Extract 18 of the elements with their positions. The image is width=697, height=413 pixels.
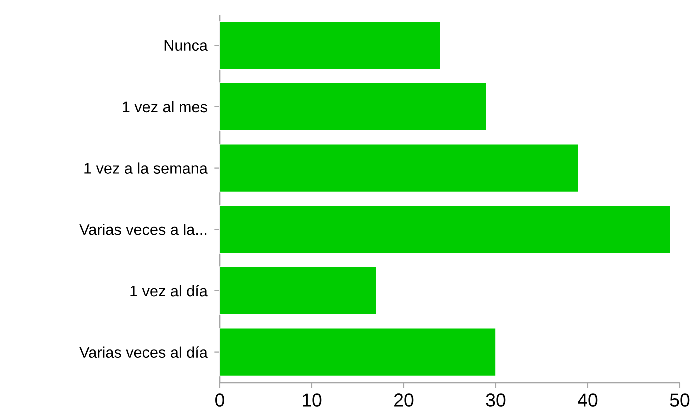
bar <box>220 205 672 254</box>
y-tick-label: Varias veces al día <box>80 346 208 358</box>
bar <box>220 328 496 377</box>
y-tick-label: Varias veces a la... <box>80 224 207 236</box>
bar <box>220 144 580 193</box>
x-tick-label: 0 <box>216 394 224 407</box>
x-tick-label: 50 <box>670 394 690 407</box>
bar <box>220 21 442 70</box>
x-tick-label: 40 <box>578 394 598 407</box>
x-tick-label: 30 <box>486 394 506 407</box>
y-tick-label: Nunca <box>164 40 208 52</box>
y-tick-label: 1 vez al día <box>130 285 208 297</box>
x-tick-label: 10 <box>303 394 322 407</box>
y-tick-label: 1 vez a la semana <box>84 162 208 174</box>
x-tick-label: 20 <box>394 394 414 407</box>
bar <box>220 266 377 316</box>
bar <box>220 82 488 132</box>
y-tick-label: 1 vez al mes <box>123 101 208 113</box>
